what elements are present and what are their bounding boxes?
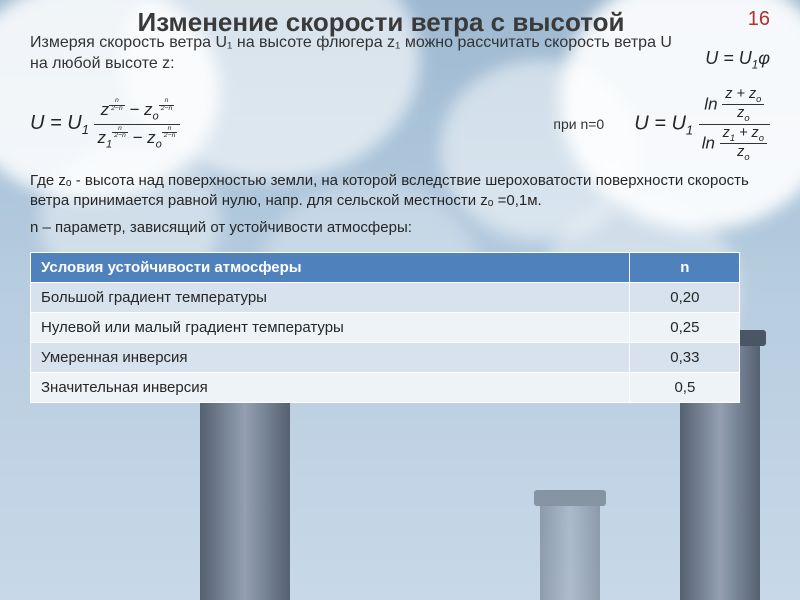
table-row: Значительная инверсия 0,5 (31, 372, 740, 402)
stability-table: Условия устойчивости атмосферы n Большой… (30, 252, 740, 403)
table-row: Большой градиент температуры 0,20 (31, 282, 740, 312)
condition-label: при n=0 (553, 116, 604, 132)
table-header-row: Условия устойчивости атмосферы n (31, 252, 740, 282)
table-header-cond: Условия устойчивости атмосферы (31, 252, 630, 282)
table-cell-cond: Нулевой или малый градиент температуры (31, 312, 630, 342)
table-cell-cond: Значительная инверсия (31, 372, 630, 402)
description-z0: Где zₒ - высота над поверхностью земли, … (30, 171, 770, 212)
formula-n0: U = U1 ln z + zozoln z1 + zozo (634, 87, 770, 161)
table-cell-cond: Умеренная инверсия (31, 342, 630, 372)
page-number: 16 (740, 8, 770, 31)
formula-main: U = U1 zn2−n − zon2−nz1n2−n − zon2−n (30, 98, 180, 150)
table-cell-n: 0,20 (630, 282, 740, 312)
table-row: Умеренная инверсия 0,33 (31, 342, 740, 372)
intro-text: Измеряя скорость ветра U₁ на высоте флюг… (30, 32, 693, 75)
table-cell-n: 0,5 (630, 372, 740, 402)
table-header-n: n (630, 252, 740, 282)
table-cell-n: 0,25 (630, 312, 740, 342)
formula-simple: U = U1φ (705, 30, 770, 72)
slide-content: Изменение скорости ветра с высотой 16 Из… (0, 0, 800, 600)
description-n: n – параметр, зависящий от устойчивости … (30, 218, 770, 238)
table-cell-cond: Большой градиент температуры (31, 282, 630, 312)
table-row: Нулевой или малый градиент температуры 0… (31, 312, 740, 342)
table-cell-n: 0,33 (630, 342, 740, 372)
